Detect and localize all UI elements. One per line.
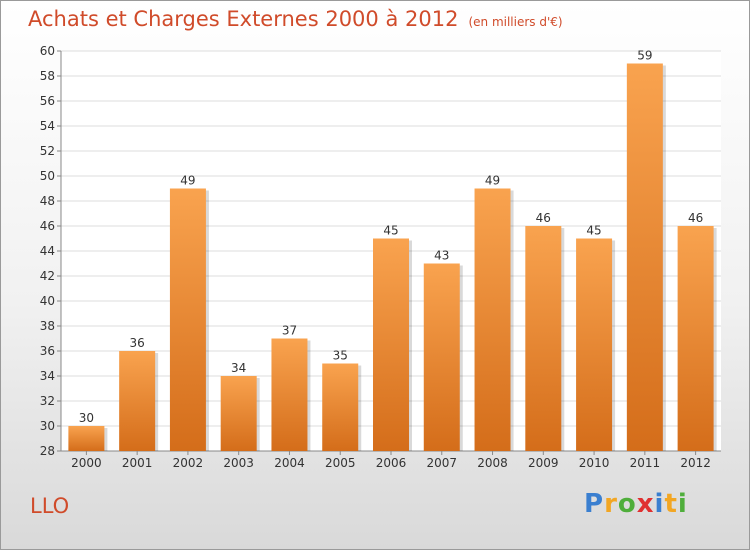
data-label: 30 — [79, 411, 94, 425]
x-tick-label: 2011 — [630, 456, 661, 470]
x-tick-label: 2007 — [426, 456, 457, 470]
proxiti-logo: Proxiti — [584, 489, 688, 519]
y-tick-label: 48 — [40, 194, 55, 208]
y-tick-label: 34 — [40, 369, 55, 383]
chart-title: Achats et Charges Externes 2000 à 2012 (e… — [28, 7, 563, 31]
x-tick-label: 2005 — [325, 456, 356, 470]
bar — [220, 376, 257, 451]
x-tick-label: 2004 — [274, 456, 305, 470]
data-label: 45 — [586, 224, 601, 238]
title-text: Achats et Charges Externes 2000 à 2012 — [28, 7, 459, 31]
y-tick-label: 46 — [40, 219, 55, 233]
y-tick-label: 42 — [40, 269, 55, 283]
y-tick-label: 40 — [40, 294, 55, 308]
logo-letter: r — [604, 489, 618, 519]
data-label: 43 — [434, 249, 449, 263]
data-label: 49 — [180, 174, 195, 188]
y-tick-label: 50 — [40, 169, 55, 183]
bar — [68, 426, 105, 451]
bar — [423, 263, 460, 451]
y-tick-label: 30 — [40, 419, 55, 433]
x-tick-label: 2003 — [223, 456, 254, 470]
logo-letter: i — [654, 489, 665, 519]
bar — [474, 188, 511, 451]
x-tick-label: 2002 — [173, 456, 204, 470]
logo-letter: i — [677, 489, 688, 519]
bar — [271, 338, 308, 451]
bar — [677, 226, 714, 451]
y-tick-label: 58 — [40, 69, 55, 83]
data-label: 37 — [282, 324, 297, 338]
bar — [373, 238, 409, 451]
data-label: 59 — [637, 49, 652, 63]
y-tick-label: 36 — [40, 344, 55, 358]
x-tick-label: 2010 — [579, 456, 610, 470]
x-tick-label: 2001 — [122, 456, 153, 470]
x-tick-label: 2009 — [528, 456, 559, 470]
bar — [626, 63, 663, 451]
data-label: 34 — [231, 361, 246, 375]
data-label: 35 — [333, 349, 348, 363]
y-tick-label: 44 — [40, 244, 55, 258]
data-label: 49 — [485, 174, 500, 188]
bar — [525, 226, 562, 451]
chart-subtitle: (en milliers d'€) — [468, 15, 563, 29]
y-tick-label: 56 — [40, 94, 55, 108]
x-tick-label: 2006 — [376, 456, 407, 470]
commune-name: LLO — [30, 494, 70, 518]
data-label: 45 — [383, 224, 398, 238]
data-label: 46 — [688, 211, 703, 225]
bar — [169, 188, 206, 451]
y-tick-label: 28 — [40, 444, 55, 458]
x-tick-label: 2000 — [71, 456, 102, 470]
data-label: 36 — [130, 336, 145, 350]
data-label: 46 — [536, 211, 551, 225]
x-tick-label: 2012 — [680, 456, 711, 470]
logo-letter: P — [584, 489, 605, 519]
x-tick-label: 2008 — [477, 456, 508, 470]
y-tick-label: 32 — [40, 394, 55, 408]
bar — [322, 363, 359, 451]
y-tick-label: 54 — [40, 119, 55, 133]
logo-letter: x — [636, 489, 655, 519]
y-tick-label: 60 — [40, 44, 55, 58]
bar — [119, 351, 156, 451]
y-tick-label: 38 — [40, 319, 55, 333]
logo-letter: t — [664, 489, 678, 519]
y-tick-label: 52 — [40, 144, 55, 158]
bar — [576, 238, 613, 451]
logo-letter: o — [617, 489, 637, 519]
